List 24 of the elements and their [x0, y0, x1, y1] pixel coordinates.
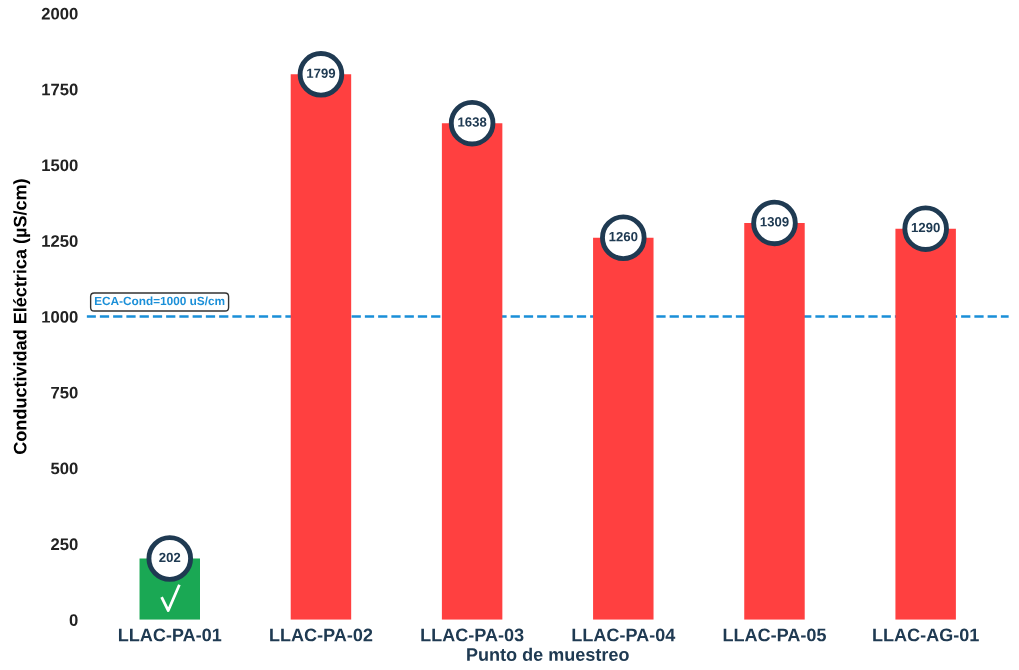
x-tick-label: LLAC-AG-01: [873, 628, 979, 642]
x-axis-title: Punto de muestreo: [467, 647, 629, 661]
x-tick-label: LLAC-PA-01: [118, 628, 222, 642]
data-label: 1309: [760, 217, 789, 227]
x-tick-label: LLAC-PA-02: [270, 628, 373, 642]
y-tick-label: 750: [51, 386, 78, 399]
data-label: 1290: [911, 222, 940, 233]
y-tick-label: 0: [69, 614, 78, 626]
y-tick-label: 500: [50, 462, 78, 475]
y-tick-label: 1500: [42, 159, 78, 172]
data-label: 1260: [609, 231, 638, 242]
x-tick-label: LLAC-PA-04: [572, 628, 676, 642]
y-axis-title: Conductividad Eléctrica (µS/cm): [13, 179, 31, 454]
x-tick-label: LLAC-PA-05: [723, 628, 826, 642]
y-tick-label: 1000: [42, 310, 78, 323]
x-tick-label: LLAC-PA-03: [421, 628, 524, 642]
data-label: 202: [159, 552, 181, 563]
y-tick-label: 1250: [42, 235, 78, 247]
data-label: 1799: [307, 68, 336, 78]
ref-line-label: ECA-Cond=1000 uS/cm: [94, 296, 225, 306]
data-label: 1638: [458, 117, 487, 127]
y-tick-label: 2000: [41, 7, 78, 20]
y-tick-label: 250: [51, 538, 78, 551]
y-tick-label: 1750: [42, 83, 78, 96]
